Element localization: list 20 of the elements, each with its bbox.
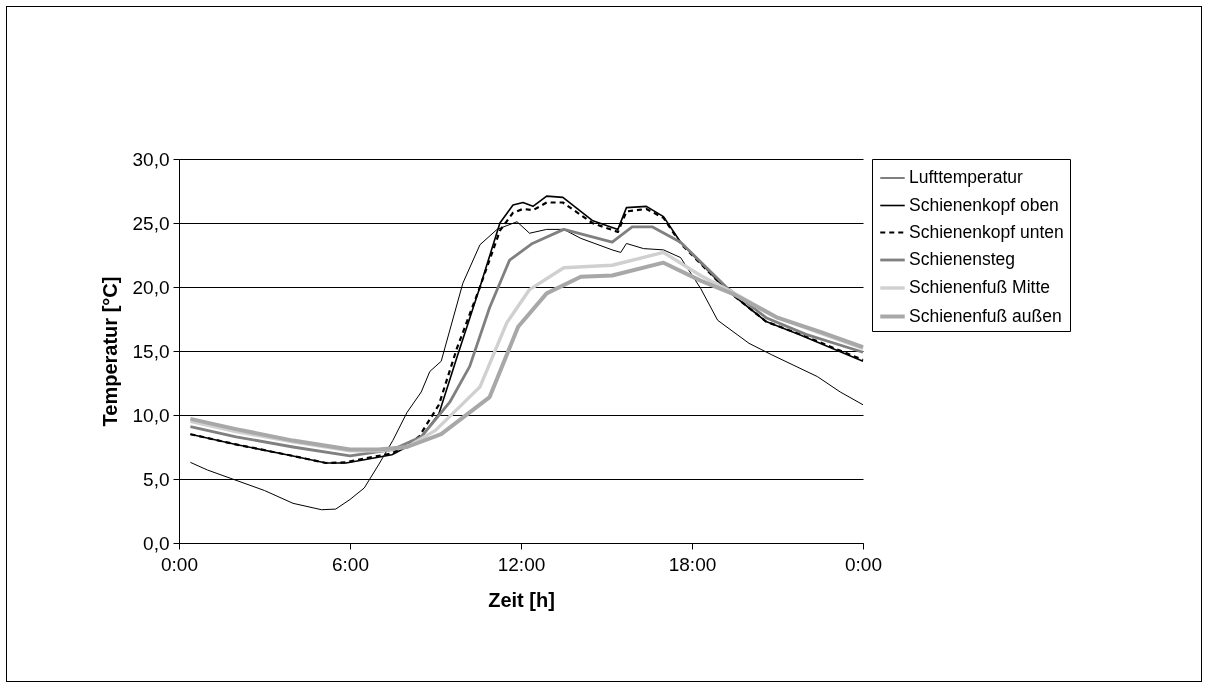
y-tick-label: 5,0 [143, 468, 170, 490]
legend-label: Schienenfuß Mitte [909, 277, 1051, 297]
y-tick-label: 25,0 [132, 212, 170, 234]
legend-label: Schienensteg [909, 249, 1016, 269]
legend-label: Schienenfuß außen [909, 305, 1062, 326]
legend-label: Schienenkopf oben [909, 194, 1059, 215]
x-tick-label: 0:00 [161, 553, 198, 575]
x-tick-label: 6:00 [332, 553, 369, 575]
x-tick-label: 12:00 [497, 553, 546, 575]
y-tick-label: 30,0 [132, 148, 170, 170]
legend-label: Schienenkopf unten [909, 221, 1064, 242]
y-tick-label: 15,0 [132, 340, 170, 362]
y-tick-label: 20,0 [132, 276, 170, 298]
x-axis-title: Zeit [h] [488, 588, 555, 611]
y-tick-label: 0,0 [143, 532, 170, 554]
x-tick-label: 0:00 [845, 553, 882, 575]
y-tick-label: 10,0 [132, 404, 170, 426]
x-tick-label: 18:00 [668, 553, 717, 575]
legend-label: Lufttemperatur [909, 167, 1023, 187]
y-axis-title: Temperatur [°C] [98, 276, 121, 427]
